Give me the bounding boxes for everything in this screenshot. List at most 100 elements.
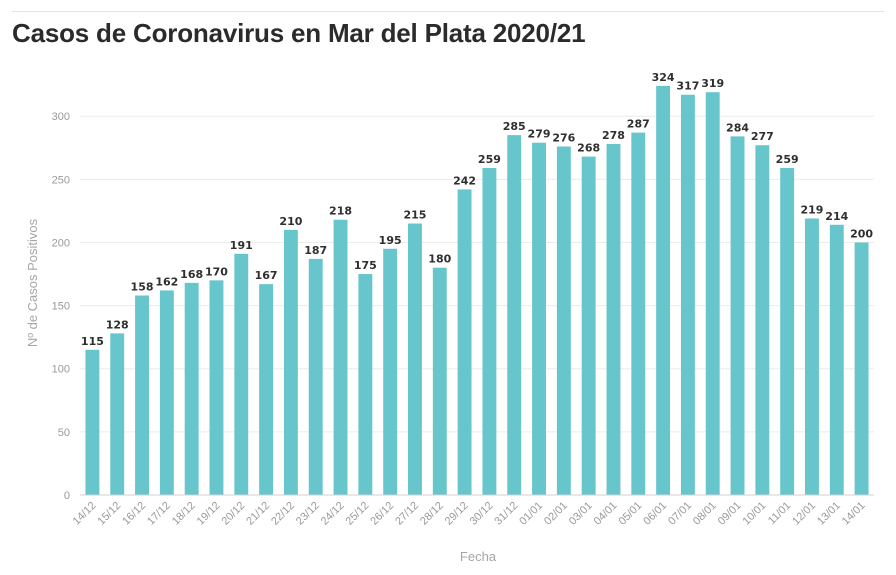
x-tick-label: 23/12 [294, 500, 322, 528]
bar-value-label: 215 [403, 209, 426, 222]
x-tick-label: 27/12 [393, 500, 421, 528]
bar [209, 280, 224, 495]
bar-value-label: 167 [255, 269, 278, 282]
bar [358, 274, 373, 495]
x-tick-label: 24/12 [319, 500, 347, 528]
bar [730, 136, 745, 495]
bar [705, 92, 720, 495]
x-tick-label: 21/12 [244, 500, 272, 528]
x-tick-label: 01/01 [517, 500, 545, 528]
bar [259, 284, 274, 495]
bar [854, 242, 869, 495]
x-tick-label: 20/12 [219, 500, 247, 528]
bar-value-label: 278 [602, 129, 625, 142]
bar [631, 132, 646, 495]
x-tick-label: 28/12 [418, 500, 446, 528]
bar-value-label: 276 [552, 131, 575, 144]
x-axis-ticks: 14/1215/1216/1217/1218/1219/1220/1221/12… [71, 500, 868, 528]
y-tick-label: 300 [52, 111, 70, 123]
bar [805, 218, 819, 495]
bar-value-label: 219 [800, 203, 823, 216]
bar-value-label: 187 [304, 244, 327, 257]
y-tick-label: 50 [58, 427, 70, 439]
x-tick-label: 14/01 [840, 500, 868, 528]
bar [333, 219, 348, 496]
x-tick-label: 30/12 [468, 500, 496, 528]
bar [507, 135, 522, 495]
bar [780, 167, 795, 495]
bar [680, 94, 695, 495]
bar [606, 143, 621, 495]
bar-value-label: 210 [279, 215, 302, 228]
bar-value-label: 284 [726, 121, 749, 134]
bar-value-label: 175 [354, 259, 377, 272]
bar [159, 290, 174, 495]
x-tick-label: 07/01 [666, 500, 694, 528]
x-tick-label: 12/01 [790, 500, 818, 528]
x-tick-label: 05/01 [616, 500, 644, 528]
bar [408, 223, 422, 495]
bar-value-label: 324 [652, 71, 675, 84]
bar [457, 189, 472, 495]
bar-value-label: 200 [850, 227, 873, 240]
bar-value-label: 214 [825, 210, 848, 223]
x-tick-label: 16/12 [120, 500, 148, 528]
bar [184, 282, 199, 495]
bar [755, 145, 770, 495]
y-tick-label: 100 [52, 364, 70, 376]
top-divider [12, 11, 884, 12]
bar-value-label: 218 [329, 205, 352, 218]
x-tick-label: 06/01 [641, 500, 669, 528]
y-tick-label: 150 [52, 301, 70, 313]
bar-value-label: 287 [627, 118, 650, 131]
bar [532, 142, 546, 495]
x-tick-label: 08/01 [691, 500, 719, 528]
y-tick-label: 200 [52, 237, 70, 249]
x-tick-label: 03/01 [567, 500, 595, 528]
x-tick-label: 09/01 [716, 500, 744, 528]
bar [234, 253, 249, 495]
bar-value-label: 195 [379, 234, 402, 247]
x-tick-label: 13/01 [815, 500, 843, 528]
x-tick-label: 22/12 [269, 500, 297, 528]
bar-value-label: 162 [155, 275, 178, 288]
y-axis-title: Nº de Casos Positivos [25, 218, 40, 347]
bar-value-label: 277 [751, 130, 774, 143]
bar-value-label: 242 [453, 174, 476, 187]
x-tick-label: 14/12 [71, 500, 99, 528]
bar [656, 85, 671, 495]
x-tick-label: 02/01 [542, 500, 570, 528]
x-tick-label: 19/12 [195, 500, 223, 528]
bars [85, 85, 869, 496]
bar [135, 295, 149, 495]
bar-value-label: 279 [528, 128, 551, 141]
bar-value-label: 191 [230, 239, 253, 252]
x-tick-label: 10/01 [741, 500, 769, 528]
bar [308, 258, 323, 495]
y-tick-label: 250 [52, 174, 70, 186]
bar [581, 156, 596, 495]
x-axis-title: Fecha [460, 549, 497, 564]
x-tick-label: 15/12 [95, 500, 123, 528]
bar [383, 248, 398, 495]
bar-value-label: 285 [503, 120, 526, 133]
bar-value-label: 170 [205, 265, 228, 278]
bar [556, 146, 571, 495]
bar-value-label: 317 [676, 80, 699, 93]
bar-value-label: 319 [701, 77, 724, 90]
bar-value-label: 259 [776, 153, 799, 166]
bar [829, 224, 844, 495]
bar-value-label: 180 [428, 253, 451, 266]
x-tick-label: 26/12 [368, 500, 396, 528]
x-tick-label: 11/01 [766, 500, 793, 527]
bar-value-label: 268 [577, 142, 600, 155]
x-tick-label: 25/12 [344, 500, 372, 528]
bar-value-label: 259 [478, 153, 501, 166]
x-tick-label: 17/12 [145, 500, 173, 528]
bar-value-label: 168 [180, 268, 203, 281]
chart-title: Casos de Coronavirus en Mar del Plata 20… [12, 18, 586, 48]
y-tick-label: 0 [64, 490, 70, 502]
bar-value-label: 128 [106, 318, 129, 331]
